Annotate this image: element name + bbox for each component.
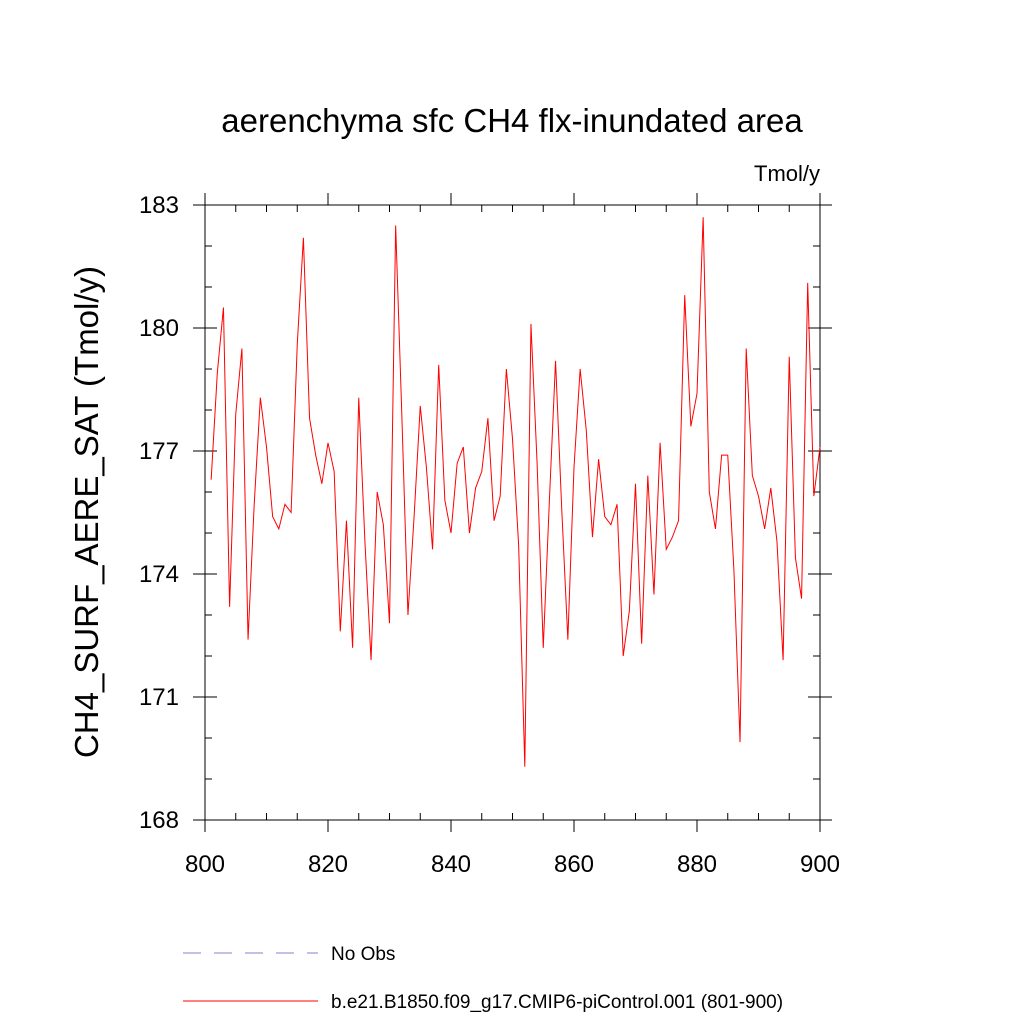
y-tick-label: 171 xyxy=(139,684,179,711)
series-layer xyxy=(210,217,821,767)
y-tick-label: 180 xyxy=(139,315,179,342)
legend: No Obs b.e21.B1850.f09_g17.CMIP6-piContr… xyxy=(183,944,783,1013)
units-label: Tmol/y xyxy=(754,161,820,186)
y-tick-label: 183 xyxy=(139,192,179,219)
legend-label-no-obs: No Obs xyxy=(331,944,395,965)
legend-label-control-run: b.e21.B1850.f09_g17.CMIP6-piControl.001 … xyxy=(331,992,783,1013)
y-tick-label: 168 xyxy=(139,807,179,834)
y-tick-label: 177 xyxy=(139,438,179,465)
x-tick-label: 880 xyxy=(677,851,717,878)
y-axis-label: CH4_SURF_AERE_SAT (Tmol/y) xyxy=(68,266,105,758)
x-tick-label: 900 xyxy=(800,851,840,878)
series-line-0 xyxy=(210,217,821,767)
y-tick-label: 174 xyxy=(139,561,179,588)
x-tick-label: 820 xyxy=(308,851,348,878)
x-tick-label: 800 xyxy=(185,851,225,878)
x-tick-label: 840 xyxy=(431,851,471,878)
x-tick-label: 860 xyxy=(554,851,594,878)
chart-title: aerenchyma sfc CH4 flx-inundated area xyxy=(221,102,803,139)
axis-ticks: 800 820 840 860 880 900 168 171 174 177 180 183 xyxy=(139,192,840,878)
plot-frame xyxy=(204,204,821,821)
